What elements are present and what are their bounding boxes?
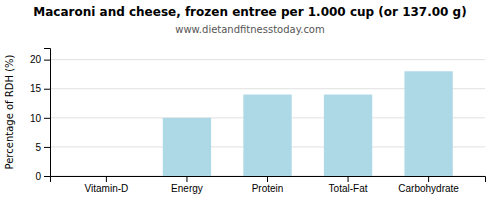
tick-mark <box>106 176 107 182</box>
tick-label: Protein <box>252 183 284 194</box>
tick: Carbohydrate <box>398 176 459 194</box>
tick-label: 5 <box>35 142 41 153</box>
tick: 5 <box>35 142 50 153</box>
bar <box>324 95 372 176</box>
grid <box>50 60 485 176</box>
axis-line <box>51 177 486 183</box>
tick-mark <box>428 176 429 182</box>
grid-line <box>50 59 485 60</box>
tick-mark <box>44 147 50 148</box>
bar <box>82 176 130 177</box>
tick-label: 15 <box>30 83 42 94</box>
tick: 0 <box>35 171 50 182</box>
tick-mark <box>186 176 187 182</box>
tick-label: Total-Fat <box>329 183 368 194</box>
tick-mark <box>44 176 50 177</box>
axis-line <box>44 49 51 177</box>
tick-label: Carbohydrate <box>398 183 459 194</box>
tick: 20 <box>30 54 50 65</box>
tick-mark <box>44 60 50 61</box>
tick-mark <box>44 89 50 90</box>
plot: Vitamin-D Energy Protein Total-Fat Carbohydr… <box>30 49 486 195</box>
tick-label: 20 <box>30 54 42 65</box>
tick-label: 10 <box>30 113 42 124</box>
bar <box>163 118 211 176</box>
tick-label: Energy <box>171 183 203 194</box>
x-axis: Vitamin-D Energy Protein Total-Fat Carbohydr… <box>51 176 486 194</box>
bars <box>163 71 453 176</box>
y-axis-label: Percentage of RDH (%) <box>4 54 15 169</box>
y-axis: 0 5 10 15 20 <box>30 49 51 182</box>
tick: 15 <box>30 83 50 94</box>
tick: Total-Fat <box>329 176 368 194</box>
tick-label: 0 <box>35 171 41 182</box>
tick: 10 <box>30 113 50 124</box>
tick-mark <box>267 176 268 182</box>
subtitle: www.dietandfitnesstoday.com <box>175 24 324 35</box>
chart: Macaroni and cheese, frozen entree per 1… <box>0 0 500 200</box>
bar <box>404 71 452 176</box>
bar <box>243 95 291 176</box>
tick: Vitamin-D <box>85 176 129 194</box>
title: Macaroni and cheese, frozen entree per 1… <box>33 5 466 19</box>
tick: Protein <box>252 176 284 194</box>
tick-mark <box>44 118 50 119</box>
tick-mark <box>348 176 349 182</box>
tick-label: Vitamin-D <box>85 183 129 194</box>
tick: Energy <box>171 176 203 194</box>
